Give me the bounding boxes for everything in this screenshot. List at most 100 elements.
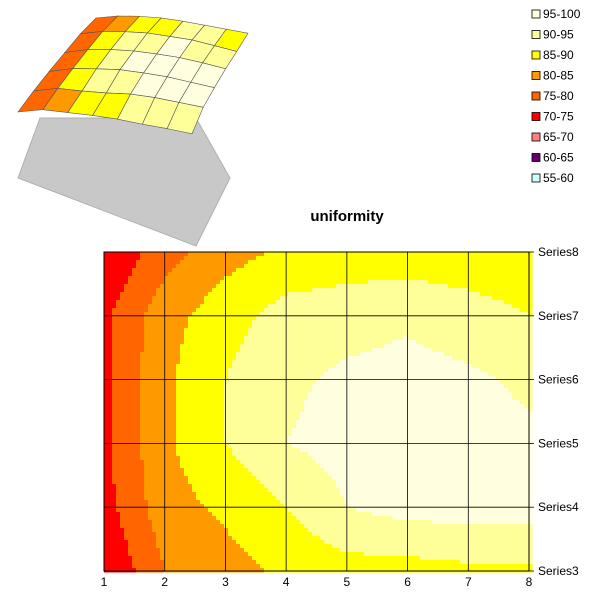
contour-cell	[208, 284, 213, 289]
contour-cell	[200, 344, 205, 349]
contour-cell	[392, 264, 397, 269]
contour-cell	[172, 272, 177, 277]
contour-cell	[484, 256, 489, 261]
contour-cell	[444, 416, 449, 421]
contour-cell	[236, 384, 241, 389]
contour-cell	[148, 328, 153, 333]
contour-cell	[260, 392, 265, 397]
contour-cell	[156, 392, 161, 397]
contour-cell	[276, 412, 281, 417]
contour-cell	[136, 372, 141, 377]
contour-cell	[372, 348, 377, 353]
contour-cell	[396, 324, 401, 329]
contour-cell	[204, 344, 209, 349]
contour-cell	[376, 300, 381, 305]
contour-cell	[172, 416, 177, 421]
contour-cell	[356, 408, 361, 413]
contour-cell	[136, 336, 141, 341]
contour-cell	[436, 428, 441, 433]
contour-cell	[252, 260, 257, 265]
contour-cell	[280, 392, 285, 397]
contour-cell	[392, 396, 397, 401]
contour-cell	[516, 416, 521, 421]
contour-cell	[124, 372, 129, 377]
contour-cell	[464, 256, 469, 261]
contour-cell	[460, 388, 465, 393]
contour-cell	[476, 400, 481, 405]
contour-cell	[192, 320, 197, 325]
contour-cell	[292, 356, 297, 361]
contour-cell	[300, 324, 305, 329]
contour-cell	[312, 352, 317, 357]
contour-cell	[356, 280, 361, 285]
contour-cell	[368, 352, 373, 357]
contour-cell	[296, 348, 301, 353]
contour-cell	[224, 312, 229, 317]
contour-cell	[120, 280, 125, 285]
contour-cell	[156, 344, 161, 349]
contour-cell	[360, 336, 365, 341]
contour-cell	[344, 352, 349, 357]
contour-cell	[340, 280, 345, 285]
contour-cell	[104, 368, 109, 373]
contour-cell	[296, 372, 301, 377]
contour-cell	[140, 256, 145, 261]
contour-cell	[424, 260, 429, 265]
contour-cell	[288, 332, 293, 337]
legend-label: 70-75	[543, 110, 574, 124]
contour-cell	[484, 252, 489, 257]
contour-cell	[156, 252, 161, 257]
contour-cell	[408, 340, 413, 345]
contour-cell	[164, 400, 169, 405]
contour-cell	[208, 280, 213, 285]
contour-cell	[164, 260, 169, 265]
contour-cell	[444, 360, 449, 365]
contour-cell	[440, 260, 445, 265]
contour-cell	[104, 344, 109, 349]
contour-cell	[516, 252, 521, 257]
contour-cell	[292, 284, 297, 289]
contour-cell	[320, 380, 325, 385]
contour-cell	[416, 416, 421, 421]
contour-cell	[148, 276, 153, 281]
contour-cell	[148, 300, 153, 305]
contour-cell	[492, 348, 497, 353]
contour-cell	[404, 320, 409, 325]
contour-cell	[104, 296, 109, 301]
contour-cell	[144, 292, 149, 297]
contour-cell	[168, 288, 173, 293]
contour-cell	[104, 432, 109, 437]
contour-cell	[128, 420, 133, 425]
contour-cell	[304, 380, 309, 385]
contour-cell	[376, 352, 381, 357]
contour-cell	[196, 268, 201, 273]
contour-cell	[404, 324, 409, 329]
contour-cell	[408, 268, 413, 273]
contour-cell	[112, 288, 117, 293]
contour-cell	[376, 264, 381, 269]
contour-cell	[424, 428, 429, 433]
contour-cell	[516, 276, 521, 281]
contour-cell	[356, 304, 361, 309]
contour-cell	[112, 264, 117, 269]
contour-cell	[140, 380, 145, 385]
contour-cell	[484, 276, 489, 281]
contour-cell	[296, 432, 301, 437]
contour-cell	[328, 272, 333, 277]
contour-cell	[492, 304, 497, 309]
contour-cell	[340, 328, 345, 333]
contour-cell	[400, 424, 405, 429]
contour-cell	[104, 428, 109, 433]
contour-cell	[104, 292, 109, 297]
contour-cell	[452, 332, 457, 337]
contour-cell	[192, 352, 197, 357]
contour-cell	[104, 272, 109, 277]
contour-cell	[348, 368, 353, 373]
contour-cell	[256, 272, 261, 277]
contour-cell	[188, 260, 193, 265]
contour-cell	[368, 308, 373, 313]
contour-cell	[492, 272, 497, 277]
contour-cell	[240, 320, 245, 325]
contour-cell	[396, 352, 401, 357]
contour-cell	[432, 304, 437, 309]
